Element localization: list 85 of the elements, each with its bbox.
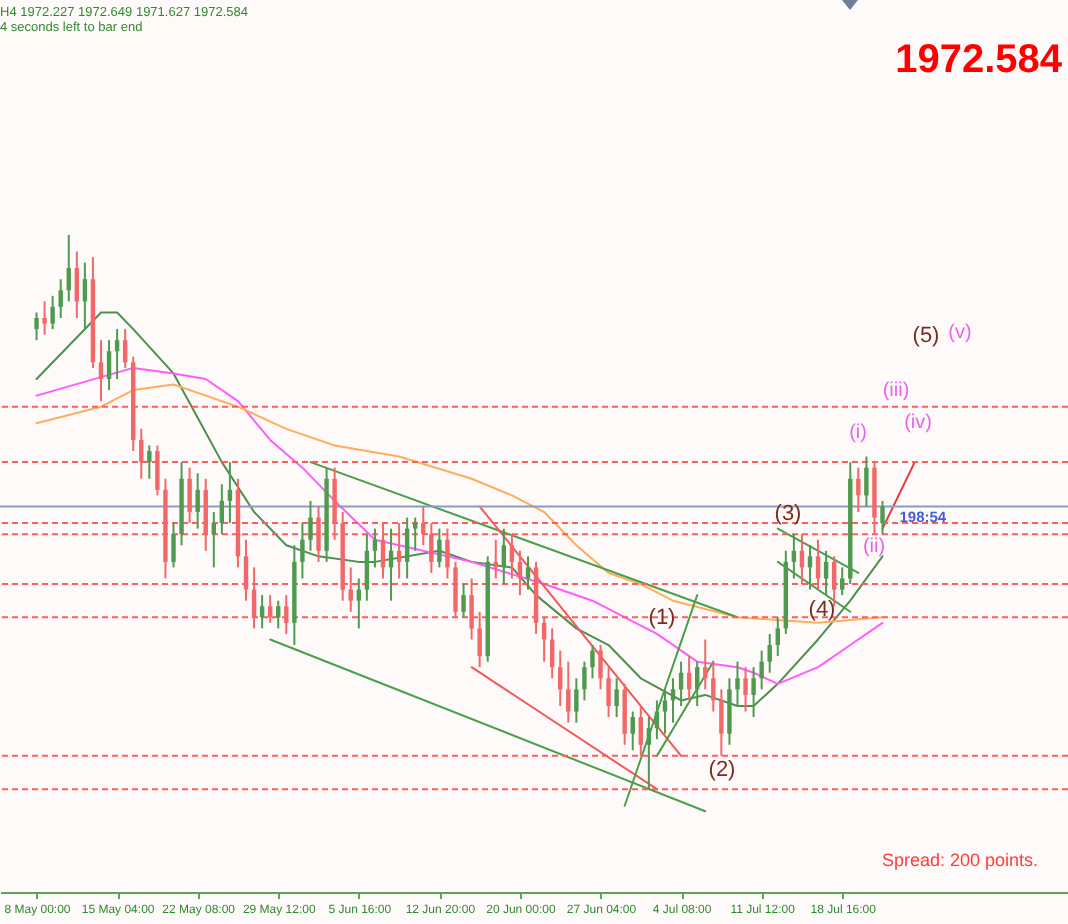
annotation: (4) [808,598,836,622]
candlestick [646,716,652,791]
candlestick [574,677,579,724]
annotation: (2) [708,758,736,782]
candlestick [590,644,595,680]
annotation: (1) [648,606,676,630]
candlestick [477,610,482,669]
candlestick [421,505,426,547]
candlestick [412,516,418,552]
candlestick [453,560,458,619]
candlestick [372,527,378,569]
candlestick [259,594,265,630]
candlestick [316,505,321,563]
candlestick [831,555,837,608]
candlestick [114,328,120,380]
candlestick [332,466,337,541]
candlestick [155,444,160,497]
candlestick [308,499,313,552]
candlestick [187,466,192,525]
candlestick [58,278,63,320]
candlestick [437,527,442,569]
candlestick [98,339,104,403]
candlestick [517,549,523,597]
candlestick [348,566,353,613]
candlestick [219,483,225,536]
candlestick [139,427,144,480]
candlestick [815,538,821,591]
candlestick [243,538,249,602]
candlestick [759,649,764,691]
annotation: (i) [849,422,867,444]
annotation: (iii) [882,380,910,402]
annotation: (ii) [862,536,886,558]
annotation: (v) [948,322,972,344]
candlestick [211,511,216,569]
text: Spread: 200 points. [881,850,1038,870]
candlestick [396,522,402,580]
candlestick [300,522,305,580]
annotation: (5) [912,324,940,348]
candlestick [203,477,208,552]
candlestick [356,577,362,630]
candlestick [719,688,724,757]
text: 1972.584 [895,38,1064,82]
candlestick [50,294,55,331]
candlestick [558,649,563,707]
candlestick [74,250,80,320]
candlestick [549,627,555,680]
candlestick [267,594,273,624]
candlestick [509,533,515,580]
candlestick [775,616,780,658]
annotation: (iv) [904,412,932,434]
candlestick [614,677,619,719]
candlestick [864,455,869,508]
candlestick [445,527,450,580]
candlestick [638,704,644,757]
candlestick [195,472,200,530]
candlestick [880,499,885,536]
candlestick [66,233,71,303]
annotation: (3) [774,502,802,526]
candlestick [404,516,410,580]
candlestick [284,594,289,635]
candlestick [711,660,716,713]
candlestick [525,555,531,591]
candlestick [598,644,603,691]
candlestick [743,666,748,713]
candlestick [566,660,571,724]
candlestick [856,466,861,513]
candlestick [703,638,708,691]
candlestick [106,339,112,392]
candlestick [227,461,233,525]
candlestick [34,311,39,342]
candlestick [582,660,587,702]
candlestick [606,666,611,719]
candlestick [42,300,47,336]
candlestick [469,577,474,641]
candlestick [147,444,152,480]
candlestick [171,522,176,569]
candlestick [276,599,281,630]
candlestick [461,583,466,619]
candlestick [501,527,507,586]
candlestick [364,533,370,602]
candlestick [122,328,128,369]
candlestick [622,682,627,746]
candlestick [630,710,635,752]
candlestick [767,632,772,674]
candlestick [429,522,434,574]
